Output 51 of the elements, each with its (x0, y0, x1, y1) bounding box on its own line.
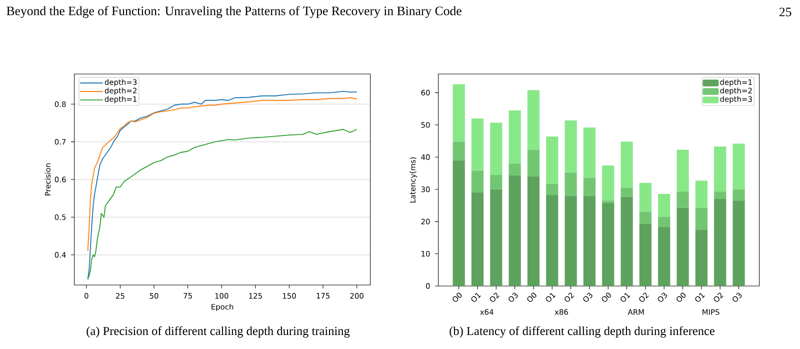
bar (452, 84, 465, 142)
bar (639, 212, 652, 224)
bar (564, 196, 577, 286)
bar (471, 118, 484, 171)
bar (564, 172, 577, 196)
text: (b) Latency of different calling depth during inference (450, 326, 714, 338)
bar (639, 224, 652, 286)
bar (583, 178, 596, 196)
bar (546, 136, 558, 184)
bar (602, 165, 614, 201)
bar (695, 208, 708, 230)
bar (546, 194, 558, 286)
bar (732, 189, 745, 201)
bar (508, 164, 521, 176)
bar (452, 142, 465, 160)
bar (658, 226, 670, 286)
bar (658, 194, 670, 217)
bar (527, 90, 540, 150)
bar (732, 144, 745, 190)
text: Beyond the Edge of Function: Unraveling the Patterns of Type Recovery in Binary Code (6, 6, 462, 18)
text: 25 (779, 8, 792, 16)
bar (695, 180, 708, 208)
bar (564, 120, 577, 173)
bar (714, 192, 726, 199)
bar (620, 188, 633, 197)
bar (676, 208, 689, 286)
bar (471, 192, 484, 286)
text: (a) Precision of different calling depth during training (86, 326, 350, 338)
bar (602, 202, 614, 286)
bar (583, 127, 596, 178)
bar (583, 196, 596, 286)
bar (490, 189, 502, 286)
bar (508, 175, 521, 286)
bar (527, 150, 540, 176)
bar (714, 146, 726, 192)
bar (732, 200, 745, 286)
bar (620, 142, 633, 188)
bar (714, 199, 726, 286)
bar (527, 176, 540, 286)
bar (695, 230, 708, 286)
bar (658, 216, 670, 227)
bar (452, 160, 465, 286)
bar (490, 122, 502, 175)
bar (546, 184, 558, 195)
bar (471, 170, 484, 193)
bar (639, 182, 652, 212)
bar (676, 192, 689, 208)
bar (676, 150, 689, 192)
bar (620, 196, 633, 286)
bar (490, 174, 502, 190)
bar (508, 110, 521, 164)
